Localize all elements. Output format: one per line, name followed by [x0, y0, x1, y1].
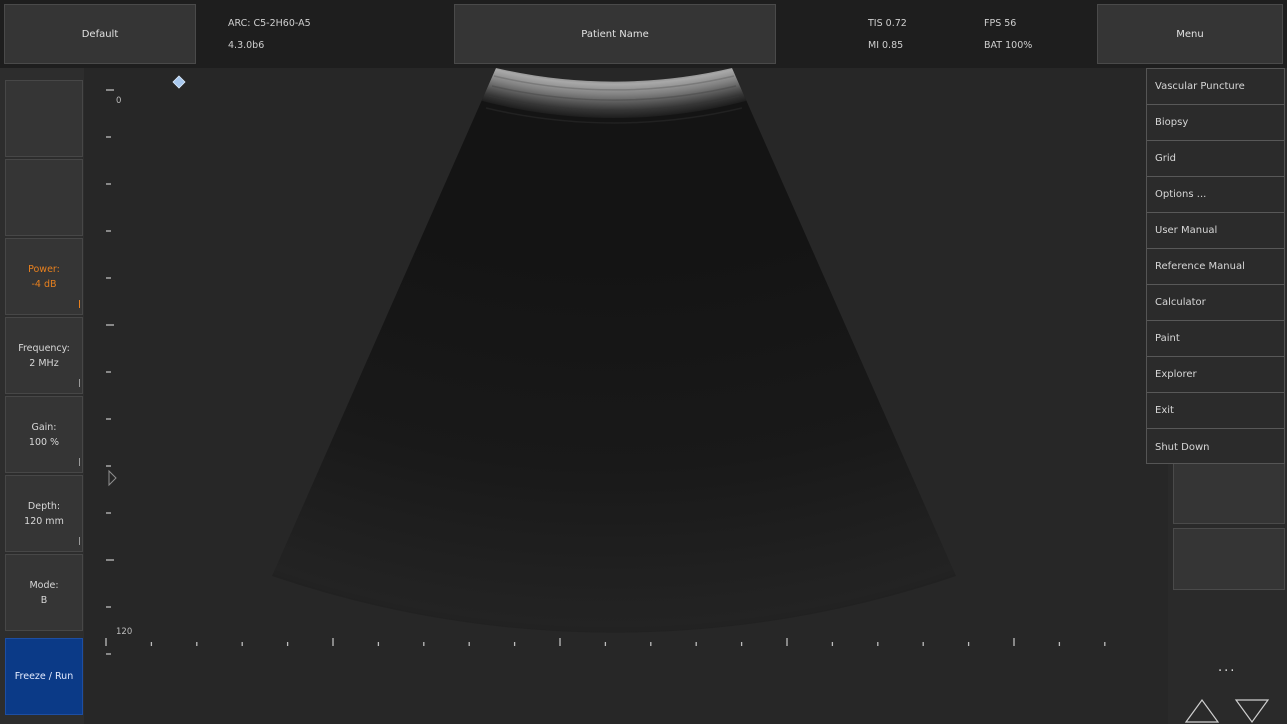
depth-label: Depth:: [27, 500, 61, 512]
freeze-run-button[interactable]: Freeze / Run: [5, 638, 83, 715]
menu-item-options[interactable]: Options ...: [1147, 177, 1284, 213]
menu-item-paint[interactable]: Paint: [1147, 321, 1284, 357]
dropdown-menu: Vascular Puncture Biopsy Grid Options ... Us…: [1146, 68, 1285, 464]
preset-button[interactable]: Default: [4, 4, 196, 64]
gain-label: Gain:: [31, 421, 57, 433]
gain-value: 100 %: [28, 436, 60, 448]
ultrasound-image-area[interactable]: 0 120: [84, 68, 1168, 724]
menu-item-reference-manual[interactable]: Reference Manual: [1147, 249, 1284, 285]
mi-readout: MI 0.85: [868, 40, 904, 51]
lateral-scale: [105, 638, 1106, 646]
depth-scale-top-label: 0: [116, 96, 122, 106]
top-bar: Default ARC: C5-2H60-A5 4.3.0b6 Patient …: [0, 0, 1287, 68]
fps-readout: FPS 56: [984, 18, 1017, 29]
menu-item-calculator[interactable]: Calculator: [1147, 285, 1284, 321]
ultrasound-scan-svg: [105, 68, 1106, 655]
frequency-control[interactable]: Frequency: 2 MHz: [5, 317, 83, 394]
power-control[interactable]: Power: -4 dB: [5, 238, 83, 315]
frequency-level-tick: [79, 379, 80, 387]
frequency-label: Frequency:: [18, 342, 70, 354]
empty-control-2[interactable]: [5, 159, 83, 236]
menu-item-user-manual[interactable]: User Manual: [1147, 213, 1284, 249]
tis-readout: TIS 0.72: [868, 18, 907, 29]
menu-item-shut-down[interactable]: Shut Down: [1155, 441, 1210, 453]
depth-scale-bottom-label: 120: [116, 627, 133, 637]
mode-label: Mode:: [29, 579, 59, 591]
power-level-tick: [79, 300, 80, 308]
arrow-up-icon[interactable]: [1184, 698, 1220, 723]
focus-marker-icon[interactable]: [172, 75, 186, 89]
depth-scale: [106, 89, 114, 655]
freeze-run-label: Freeze / Run: [14, 671, 74, 682]
software-version: 4.3.0b6: [228, 40, 265, 51]
menu-item-vascular-puncture[interactable]: Vascular Puncture: [1147, 69, 1284, 105]
arrow-down-icon[interactable]: [1234, 699, 1270, 724]
depth-control[interactable]: Depth: 120 mm: [5, 475, 83, 552]
probe-name: ARC: C5-2H60-A5: [228, 18, 311, 29]
menu-label: Menu: [1176, 28, 1204, 40]
depth-level-tick: [79, 537, 80, 545]
mode-control[interactable]: Mode: B: [5, 554, 83, 631]
mode-value: B: [40, 594, 48, 606]
preset-label: Default: [81, 28, 119, 40]
patient-name-label: Patient Name: [581, 28, 649, 40]
empty-control-1[interactable]: [5, 80, 83, 157]
more-options-button[interactable]: ...: [1218, 660, 1237, 675]
ultrasound-sector: [272, 68, 956, 633]
gain-level-tick: [79, 458, 80, 466]
power-value: -4 dB: [31, 278, 57, 290]
patient-name-button[interactable]: Patient Name: [454, 4, 776, 64]
focal-zone-indicator-icon[interactable]: [108, 469, 117, 487]
battery-readout: BAT 100%: [984, 40, 1033, 51]
scroll-arrows: [1184, 698, 1270, 724]
menu-item-grid[interactable]: Grid: [1147, 141, 1284, 177]
menu-item-exit[interactable]: Exit: [1147, 393, 1284, 429]
menu-item-explorer[interactable]: Explorer: [1147, 357, 1284, 393]
depth-value: 120 mm: [24, 515, 64, 527]
frequency-value: 2 MHz: [29, 357, 59, 369]
menu-button[interactable]: Menu: [1097, 4, 1283, 64]
right-panel-slot-1[interactable]: [1173, 462, 1285, 524]
gain-control[interactable]: Gain: 100 %: [5, 396, 83, 473]
left-control-panel: Power: -4 dB Frequency: 2 MHz Gain: 100 …: [0, 68, 84, 724]
menu-item-biopsy[interactable]: Biopsy: [1147, 105, 1284, 141]
right-panel-slot-2[interactable]: [1173, 528, 1285, 590]
power-label: Power:: [28, 263, 60, 275]
